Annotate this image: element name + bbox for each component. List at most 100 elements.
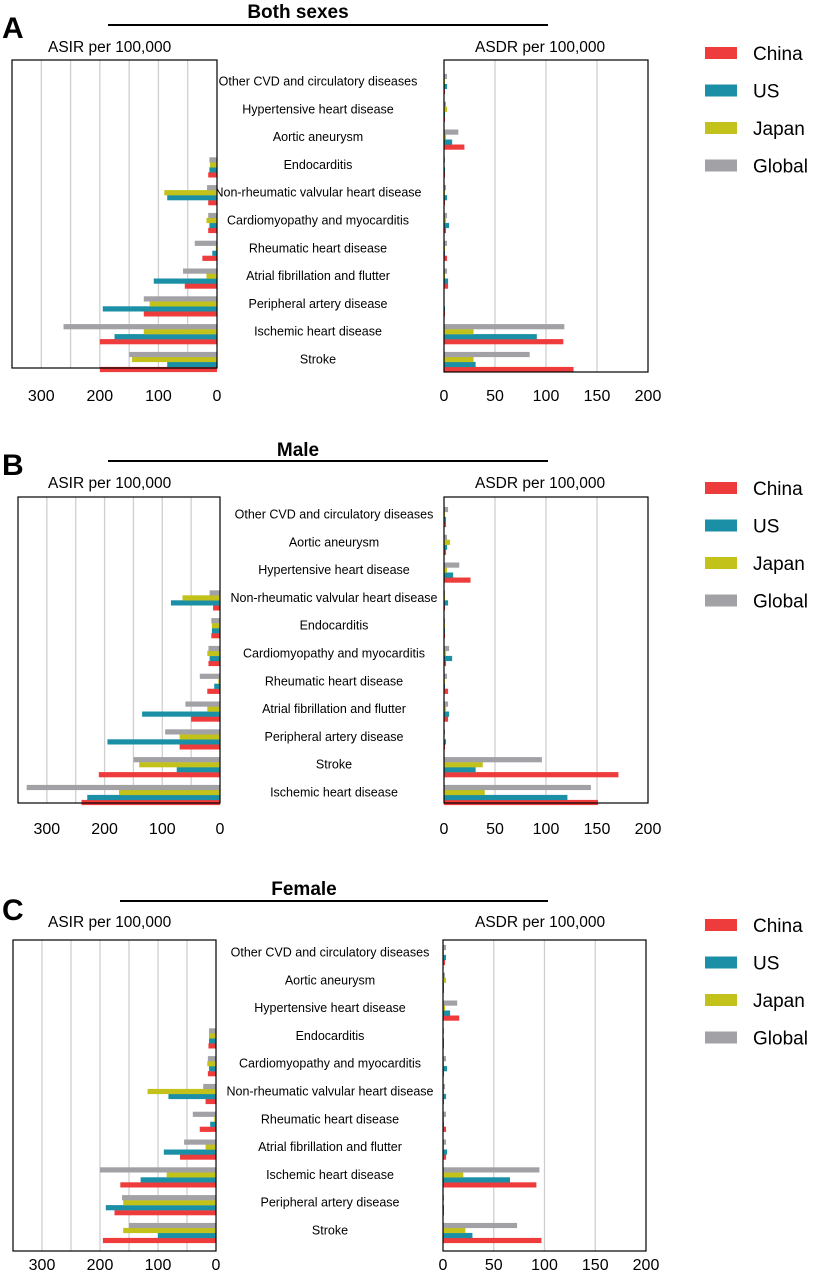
asir-bar-china: [208, 660, 220, 667]
legend-label-us: US: [753, 517, 779, 538]
asir-plot-frame: [12, 939, 217, 1252]
asir-bar-global: [165, 729, 220, 735]
asdr-bar-china: [443, 1015, 460, 1021]
asdr-tick-label: 0: [439, 1257, 448, 1274]
asir-bar-global: [199, 673, 220, 679]
asir-bar-japan: [205, 1144, 216, 1150]
asir-bar-china: [99, 339, 217, 345]
asir-bar-global: [63, 324, 217, 330]
asir-tick-label: 200: [87, 388, 114, 405]
asir-bar-us: [167, 361, 217, 368]
asdr-bar-china: [444, 549, 447, 555]
category-label: Stroke: [300, 353, 336, 367]
asdr-bar-us: [444, 794, 568, 801]
asir-bar-us: [87, 794, 220, 801]
asdr-bar-china: [444, 688, 449, 694]
asir-tick-label: 300: [28, 388, 55, 405]
asdr-bar-japan: [444, 706, 447, 712]
asdr-bar-japan: [444, 329, 474, 335]
asir-tick-label: 200: [87, 1257, 114, 1274]
asir-bar-japan: [147, 1088, 216, 1095]
asir-bar-china: [143, 311, 217, 317]
asir-tick-label: 100: [145, 1257, 172, 1274]
asir-plot-frame: [17, 496, 221, 804]
panel-title: Female: [271, 879, 336, 900]
category-label: Rheumatic heart disease: [249, 241, 387, 255]
legend-swatch-global: [705, 594, 737, 607]
asdr-bar-global: [444, 324, 565, 330]
asir-bar-japan: [218, 678, 220, 684]
asir-bar-global: [26, 784, 221, 791]
asdr-bar-us: [444, 767, 476, 773]
asdr-bar-us: [444, 83, 448, 90]
asir-plot-frame: [11, 59, 218, 369]
asir-bar-china: [208, 172, 217, 178]
asir-bar-china: [211, 633, 220, 639]
panel-a: A Both sexes ASIR per 100,000 ASDR per 100,…: [2, 2, 808, 405]
asdr-bar-global: [444, 73, 448, 80]
asir-bar-global: [207, 185, 217, 191]
legend-label-china: China: [753, 44, 803, 65]
asdr-bar-china: [444, 660, 447, 667]
asdr-bar-china: [444, 283, 449, 289]
asdr-bar-global: [444, 129, 459, 135]
category-label: Ischemic heart disease: [270, 786, 398, 800]
asdr-bar-us: [444, 711, 450, 717]
panel-label: C: [2, 894, 24, 927]
asdr-bar-us: [444, 361, 476, 368]
legend-swatch-global: [705, 159, 737, 172]
category-label: Atrial fibrillation and flutter: [246, 269, 390, 283]
asir-bar-japan: [206, 217, 217, 224]
asir-bar-japan: [164, 190, 217, 196]
asdr-bar-global: [443, 1167, 540, 1173]
asir-bar-us: [107, 739, 220, 745]
asdr-bar-china: [444, 144, 465, 150]
asdr-bar-us: [444, 739, 447, 745]
asir-bar-global: [192, 1111, 216, 1117]
asdr-axis-label: ASDR per 100,000: [475, 914, 605, 931]
asdr-bar-us: [443, 1093, 447, 1100]
category-label: Hypertensive heart disease: [242, 102, 394, 116]
asdr-bar-japan: [443, 977, 447, 983]
asdr-bar-japan: [443, 1005, 446, 1011]
panel-b: B Male ASIR per 100,000 ASDR per 100,000 Oth…: [2, 440, 808, 838]
asdr-bar-japan: [444, 762, 483, 768]
legend-label-global: Global: [753, 157, 808, 178]
category-label: Endocarditis: [296, 1029, 365, 1043]
panel-c: C Female ASIR per 100,000 ASDR per 100,000 O…: [2, 879, 808, 1274]
asdr-bar-japan: [444, 217, 447, 224]
asdr-bar-us: [444, 655, 453, 662]
asir-bar-china: [207, 688, 220, 694]
asdr-tick-label: 150: [582, 1257, 609, 1274]
category-label: Cardiomyopathy and myocarditis: [243, 647, 425, 661]
asir-bar-us: [209, 167, 217, 173]
asdr-bar-global: [444, 701, 449, 707]
category-label: Aortic aneurysm: [285, 973, 375, 987]
asdr-bar-japan: [444, 789, 485, 796]
asdr-bar-japan: [444, 539, 451, 545]
asir-bar-us: [153, 278, 217, 284]
category-label: Cardiomyopathy and myocarditis: [239, 1057, 421, 1071]
asdr-bar-global: [444, 645, 450, 652]
asir-bar-japan: [207, 1061, 216, 1067]
category-label: Rheumatic heart disease: [265, 674, 403, 688]
legend-swatch-japan: [705, 122, 737, 134]
category-label: Non-rheumatic valvular heart disease: [214, 186, 421, 200]
asdr-bar-us: [443, 1232, 473, 1239]
category-label: Peripheral artery disease: [261, 1196, 400, 1210]
asdr-bar-global: [443, 1222, 518, 1229]
asir-tick-label: 100: [145, 388, 172, 405]
asdr-bar-global: [444, 534, 448, 540]
asir-bar-us: [210, 1121, 216, 1127]
asdr-bar-us: [443, 1066, 448, 1072]
asir-bar-japan: [123, 1227, 216, 1234]
asdr-tick-label: 100: [533, 821, 560, 838]
asdr-bar-china: [444, 227, 447, 234]
asir-bar-china: [191, 716, 220, 722]
legend-swatch-japan: [705, 994, 737, 1006]
asdr-tick-label: 0: [440, 821, 449, 838]
asir-bar-japan: [211, 623, 220, 629]
legend-label-china: China: [753, 479, 803, 500]
panel-title: Male: [277, 440, 319, 461]
asdr-tick-label: 50: [485, 1257, 503, 1274]
